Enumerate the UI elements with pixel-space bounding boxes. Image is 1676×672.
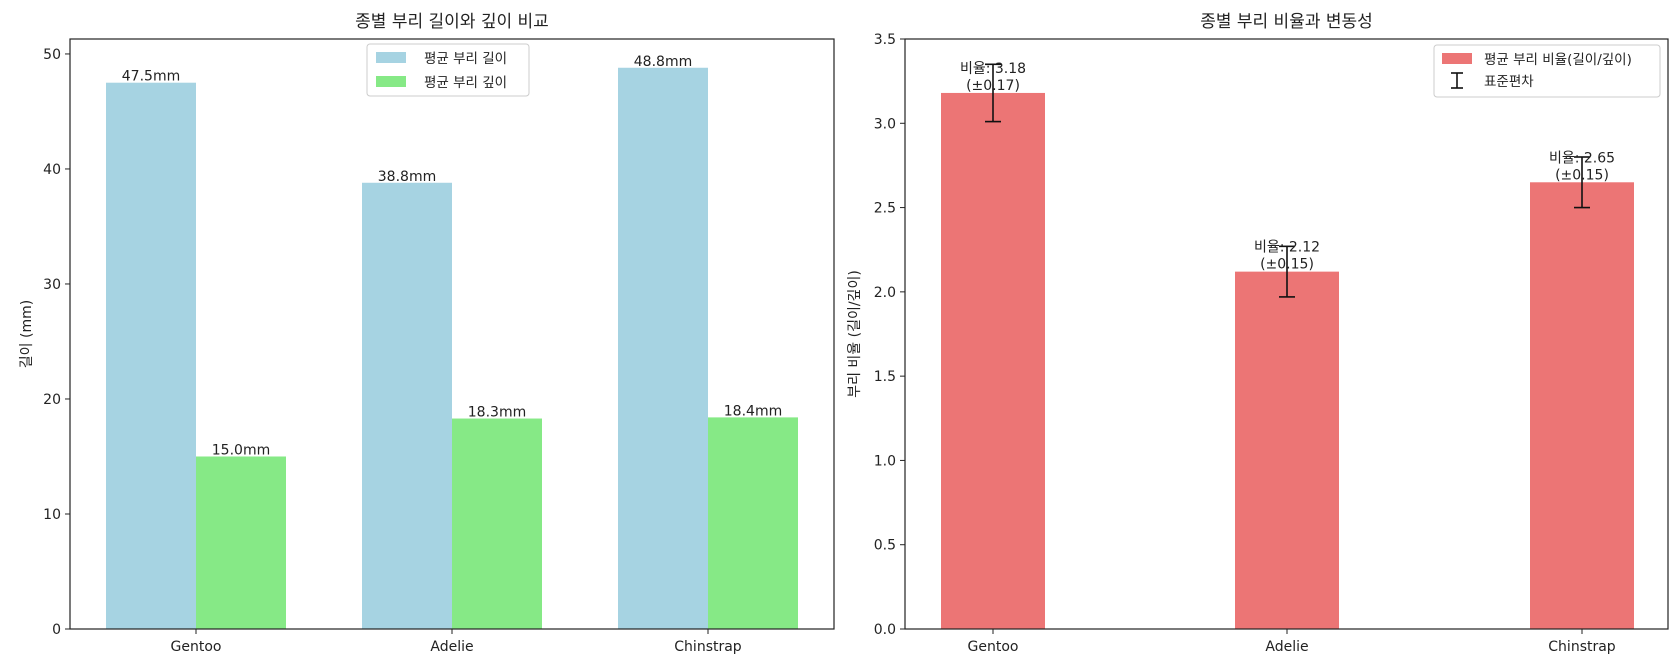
bar xyxy=(1530,182,1634,630)
y-tick-label: 0.0 xyxy=(874,622,896,638)
bar-value-label: 15.0mm xyxy=(212,442,270,458)
x-tick-label: Adelie xyxy=(1265,639,1308,655)
y-tick-label: 50 xyxy=(43,47,61,63)
legend-box xyxy=(1433,44,1661,98)
bar xyxy=(452,418,542,629)
ratio-error-label: (±0.15) xyxy=(1555,167,1609,183)
y-tick-label: 3.0 xyxy=(874,116,896,132)
bar-value-label: 38.8mm xyxy=(378,169,436,185)
y-tick-label: 20 xyxy=(43,392,61,408)
y-tick-label: 0.5 xyxy=(874,538,896,554)
legend-swatch xyxy=(1442,53,1472,64)
x-tick-label: Gentoo xyxy=(171,639,222,655)
ratio-label: 비율: 3.18 xyxy=(960,61,1026,77)
y-tick-label: 30 xyxy=(43,277,61,293)
bar-value-label: 18.3mm xyxy=(468,405,526,421)
bar xyxy=(362,182,452,629)
y-tick-label: 0 xyxy=(52,622,61,638)
legend-swatch xyxy=(376,76,406,87)
x-tick-label: Chinstrap xyxy=(674,639,742,655)
bar-value-label: 48.8mm xyxy=(634,54,692,70)
ratio-error-label: (±0.17) xyxy=(966,78,1020,94)
ratio-label: 비율: 2.12 xyxy=(1254,240,1320,256)
legend: 평균 부리 비율(길이/깊이) 표준편차 xyxy=(1433,44,1661,98)
legend-label: 표준편차 xyxy=(1484,74,1534,90)
bar xyxy=(708,417,798,629)
y-tick-label: 2.5 xyxy=(874,201,896,217)
y-tick-label: 10 xyxy=(43,507,61,523)
ratio-error-label: (±0.15) xyxy=(1260,257,1314,273)
chart-title: 종별 부리 비율과 변동성 xyxy=(1200,12,1373,32)
legend-label: 평균 부리 길이 xyxy=(424,51,507,67)
y-tick-label: 40 xyxy=(43,162,61,178)
legend-label: 평균 부리 깊이 xyxy=(424,75,507,91)
bar xyxy=(106,82,196,629)
chart-title: 종별 부리 길이와 깊이 비교 xyxy=(355,12,549,32)
bar xyxy=(618,67,708,629)
bar xyxy=(196,456,286,629)
x-tick-label: Chinstrap xyxy=(1548,639,1616,655)
y-tick-label: 3.5 xyxy=(874,32,896,48)
legend-label: 평균 부리 비율(길이/깊이) xyxy=(1484,52,1632,68)
y-axis-label: 길이 (mm) xyxy=(19,300,35,368)
y-tick-label: 2.0 xyxy=(874,285,896,301)
ratio-label: 비율: 2.65 xyxy=(1549,150,1615,166)
x-tick-label: Adelie xyxy=(430,639,473,655)
y-tick-label: 1.0 xyxy=(874,453,896,469)
legend-swatch xyxy=(376,52,406,63)
bar xyxy=(1235,271,1339,629)
y-axis-label: 부리 비율 (길이/깊이) xyxy=(847,270,863,398)
legend-box xyxy=(366,43,530,97)
bar xyxy=(941,92,1045,629)
bar-value-label: 18.4mm xyxy=(724,403,782,419)
x-tick-label: Gentoo xyxy=(968,639,1019,655)
y-tick-label: 1.5 xyxy=(874,369,896,385)
bar-value-label: 47.5mm xyxy=(122,69,180,85)
